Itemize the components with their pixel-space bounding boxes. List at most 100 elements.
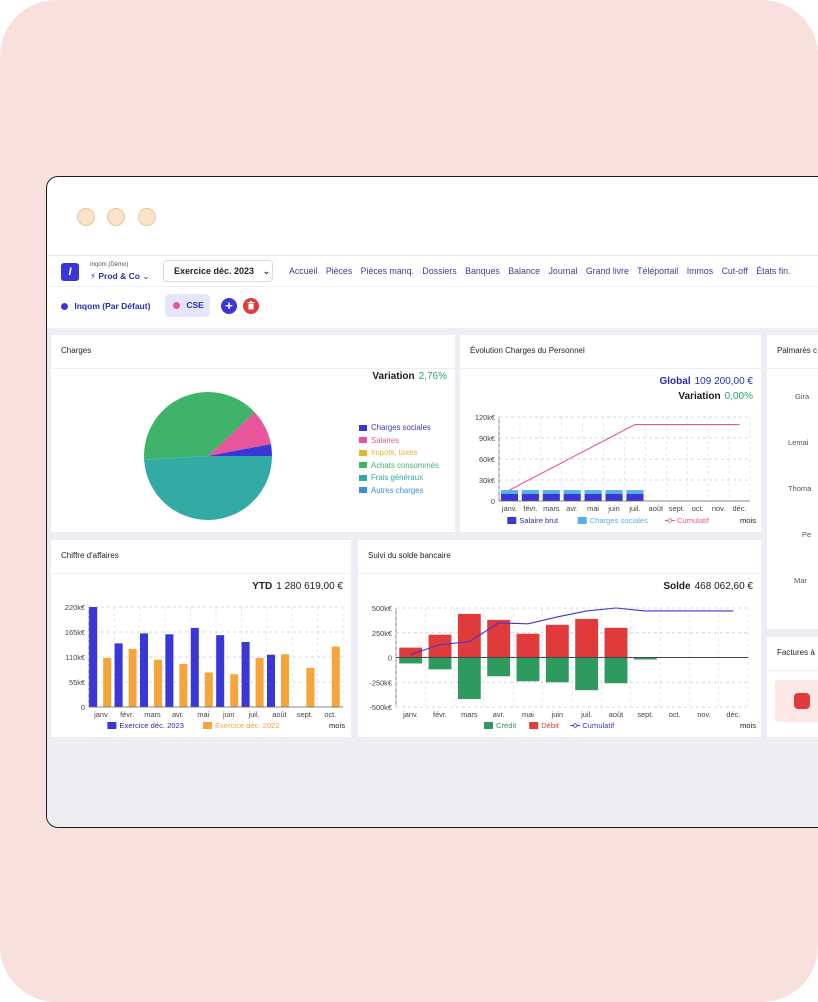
y-tick-label: 120k€ <box>475 413 495 422</box>
x-tick-label: mars <box>144 710 161 719</box>
card-divider <box>767 670 818 671</box>
nav-accueil[interactable]: Accueil <box>289 266 318 276</box>
y-tick-label: 0 <box>81 703 85 712</box>
y-tick-label: 0 <box>491 497 495 506</box>
bar-2022 <box>255 657 264 707</box>
bar-2022 <box>154 659 162 707</box>
bar-2023 <box>114 643 123 707</box>
fiscal-year-value: Exercice déc. 2023 <box>174 266 255 276</box>
x-tick-label: juil. <box>580 710 592 719</box>
bar-charges-sociales <box>563 490 581 494</box>
bar-salaire <box>626 494 644 501</box>
y-tick-label: 55k€ <box>69 678 85 687</box>
legend-swatch <box>359 424 367 431</box>
nav-cut-off[interactable]: Cut-off <box>721 266 748 276</box>
app-logo[interactable]: I <box>61 263 79 281</box>
card-title: Évolution Charges du Personnel <box>470 346 585 355</box>
x-axis-title: mois <box>740 721 756 730</box>
palmares-name: Gira <box>795 392 810 401</box>
nav-pieces[interactable]: Pièces <box>325 266 353 276</box>
legend-item[interactable]: Salaires <box>359 435 439 448</box>
bar-2023 <box>216 635 225 707</box>
x-tick-label: oct. <box>669 710 681 719</box>
legend-item[interactable]: Autres charges <box>359 485 439 498</box>
bar-debit <box>575 618 599 658</box>
kpi-label: Variation <box>372 371 415 382</box>
x-tick-label: févr. <box>433 710 447 719</box>
card-personnel: Évolution Charges du Personnel Global 109… <box>460 335 761 532</box>
bar-2022 <box>204 672 213 707</box>
fiscal-year-select[interactable]: Exercice déc. 2023 ⌄ <box>163 260 273 282</box>
legend-label: Salaire brut <box>519 516 559 525</box>
y-tick-label: 165k€ <box>65 628 85 637</box>
legend-item[interactable]: Impots, taxes <box>359 447 439 460</box>
tag-default[interactable]: Inqom (Par Défaut) <box>61 301 150 311</box>
cumulative-line <box>410 607 734 656</box>
company-caption: Inqom (Démo) <box>90 262 129 268</box>
x-tick-label: juin <box>551 710 564 719</box>
card-divider <box>358 573 761 574</box>
kpi-value: 2,76% <box>418 371 447 382</box>
legend-item[interactable]: Frais généraux <box>359 472 439 485</box>
y-tick-label: -250k€ <box>369 678 392 687</box>
bar-2023 <box>241 642 250 707</box>
x-tick-label: janv. <box>501 504 517 513</box>
tag-cse[interactable]: CSE <box>165 294 210 317</box>
x-tick-label: sept. <box>297 710 313 719</box>
bar-credit <box>545 657 569 683</box>
x-tick-label: août <box>272 710 286 719</box>
x-axis-title: mois <box>740 516 756 525</box>
x-tick-label: août <box>649 504 663 513</box>
y-tick-label: 220k€ <box>65 603 85 612</box>
window-dot-2 <box>107 208 125 226</box>
bar-2022 <box>281 654 289 707</box>
app-header: I Inqom (Démo) ⚡ Prod & Co ⌄ Exercice dé… <box>47 255 818 287</box>
bar-2023 <box>89 607 98 707</box>
card-divider <box>51 368 455 369</box>
pie-slice <box>208 444 272 456</box>
x-tick-label: juin <box>222 710 235 719</box>
legend-label: Cumulatif <box>677 516 710 525</box>
app-window: I Inqom (Démo) ⚡ Prod & Co ⌄ Exercice dé… <box>46 176 818 828</box>
nav-immos[interactable]: Immos <box>686 266 714 276</box>
charges-pie-chart <box>144 392 272 520</box>
nav-balance[interactable]: Balance <box>508 266 541 276</box>
nav-teleportail[interactable]: Téléportail <box>637 266 679 276</box>
y-tick-label: 110k€ <box>65 653 85 662</box>
nav-banques[interactable]: Banques <box>465 266 500 276</box>
x-tick-label: sept. <box>637 710 653 719</box>
nav-etats-financiers[interactable]: États fin. <box>756 266 791 276</box>
delete-tag-button[interactable] <box>243 298 259 314</box>
company-selector[interactable]: ⚡ Prod & Co ⌄ <box>90 271 149 282</box>
nav-dossiers[interactable]: Dossiers <box>422 266 457 276</box>
card-divider <box>51 573 351 574</box>
legend-swatch <box>572 723 578 728</box>
x-tick-label: févr. <box>523 504 537 513</box>
legend-item[interactable]: Charges sociales <box>359 422 439 435</box>
legend-swatch <box>359 474 367 481</box>
nav-journal[interactable]: Journal <box>548 266 578 276</box>
bank-chart: -500k€ -250k€ 0 250k€ 500k€ janv. févr. mars avr… <box>369 604 756 730</box>
kpi-label: YTD <box>252 581 273 592</box>
bar-2023 <box>165 634 174 707</box>
x-tick-label: déc. <box>726 710 740 719</box>
legend-swatch <box>484 722 493 729</box>
legend-item[interactable]: Achats consommés <box>359 460 439 473</box>
nav-grand-livre[interactable]: Grand livre <box>585 266 629 276</box>
bar-2022 <box>128 648 137 707</box>
kpi-ytd: YTD 1 280 619,00 € <box>252 581 343 592</box>
pie-legend: Charges sociales Salaires Impots, taxes Ach… <box>359 422 439 497</box>
chevron-down-icon: ⌄ <box>142 271 150 281</box>
bar-credit <box>633 657 657 660</box>
x-tick-label: nov. <box>712 504 725 513</box>
add-tag-button[interactable]: + <box>221 298 237 314</box>
x-tick-label: mai <box>197 710 209 719</box>
nav-pieces-manquantes[interactable]: Pièces manq. <box>360 266 414 276</box>
card-title: Suivi du solde bancaire <box>368 551 451 560</box>
legend-label: Exercice déc. 2023 <box>119 721 184 730</box>
invoice-alert[interactable] <box>775 680 818 722</box>
card-factures: Factures à <box>767 637 818 737</box>
bar-debit <box>545 624 569 658</box>
pie-slice <box>144 392 255 461</box>
y-tick-label: 30k€ <box>479 476 495 485</box>
